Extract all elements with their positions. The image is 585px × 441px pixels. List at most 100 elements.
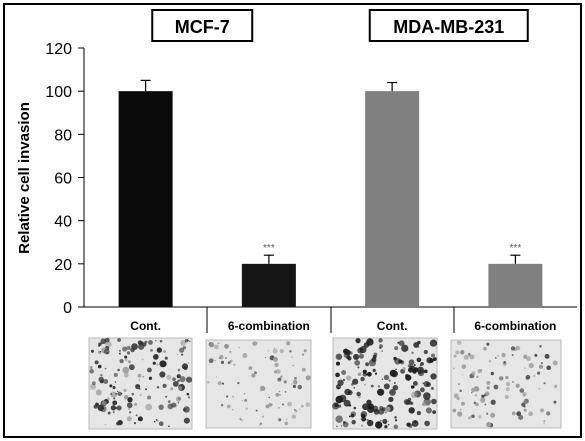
cell-speck: [522, 392, 527, 397]
cell-speck: [183, 417, 190, 424]
cell-speck: [97, 350, 102, 354]
cell-speck: [124, 358, 128, 362]
cell-speck: [477, 368, 482, 374]
cell-speck: [394, 416, 397, 419]
cell-speck: [378, 338, 383, 343]
cell-speck: [103, 348, 110, 355]
cell-speck: [284, 421, 289, 426]
cell-speck: [516, 411, 522, 417]
x-tick-label: 6-combination: [228, 319, 310, 333]
cell-speck: [294, 409, 298, 413]
cell-speck: [107, 411, 111, 415]
cell-speck: [357, 366, 360, 369]
cell-speck: [179, 347, 185, 353]
cell-speck: [116, 421, 120, 426]
y-tick-label: 40: [54, 214, 72, 231]
cell-speck: [145, 388, 148, 391]
cell-speck: [158, 421, 164, 427]
cell-speck: [456, 340, 462, 345]
cell-speck: [283, 380, 287, 384]
cell-speck: [423, 392, 431, 400]
cell-speck: [485, 412, 489, 415]
cell-speck: [176, 353, 179, 356]
cell-speck: [229, 359, 233, 363]
significance-mark: ***: [263, 243, 275, 254]
cell-speck: [388, 379, 391, 382]
cell-speck: [481, 394, 485, 399]
cell-speck: [511, 353, 514, 356]
cell-speck: [252, 341, 257, 346]
cell-speck: [384, 425, 388, 429]
cell-speck: [421, 402, 426, 406]
cell-speck: [520, 387, 524, 391]
cell-speck: [137, 340, 143, 345]
cell-speck: [380, 419, 382, 422]
cell-speck: [488, 359, 492, 363]
cell-speck: [411, 391, 418, 399]
bar: [488, 263, 543, 307]
cell-speck: [360, 411, 368, 418]
cell-speck: [490, 412, 496, 418]
y-axis-label: Relative cell invasion: [16, 102, 33, 254]
cell-speck: [498, 376, 504, 381]
cell-speck: [272, 356, 278, 362]
cell-speck: [353, 353, 360, 360]
cell-speck: [524, 400, 526, 402]
cell-speck: [278, 418, 282, 422]
cell-speck: [156, 419, 160, 422]
cell-speck: [460, 401, 465, 406]
cell-speck: [187, 362, 190, 364]
cell-speck: [378, 408, 385, 415]
cell-speck: [430, 353, 436, 358]
cell-speck: [123, 388, 127, 393]
cell-speck: [525, 374, 531, 380]
cell-speck: [423, 381, 430, 388]
cell-speck: [240, 418, 243, 422]
cell-speck: [177, 379, 180, 383]
cell-speck: [177, 402, 180, 404]
cell-speck: [348, 404, 351, 407]
cell-speck: [113, 372, 118, 378]
cell-speck: [110, 393, 113, 395]
y-tick-label: 0: [63, 300, 72, 317]
cell-speck: [147, 395, 152, 400]
cell-speck: [523, 398, 529, 404]
cell-speck: [366, 371, 372, 377]
cell-speck: [285, 418, 288, 420]
cell-speck: [383, 374, 390, 381]
cell-speck: [474, 386, 480, 392]
cell-speck: [394, 357, 402, 365]
cell-speck: [237, 381, 240, 385]
cell-speck: [179, 376, 186, 383]
cell-speck: [284, 390, 287, 393]
cell-speck: [168, 425, 170, 428]
cell-speck: [388, 396, 394, 403]
cell-speck: [273, 370, 278, 374]
cell-speck: [379, 405, 384, 411]
cell-speck: [98, 376, 104, 383]
cell-speck: [484, 403, 487, 406]
bar: [241, 263, 296, 307]
cell-speck: [251, 373, 256, 378]
cell-speck: [528, 411, 534, 417]
cell-speck: [505, 387, 510, 392]
cell-speck: [292, 364, 294, 367]
cell-speck: [90, 383, 97, 390]
cell-speck: [486, 421, 492, 428]
cell-speck: [281, 403, 285, 406]
cell-speck: [248, 366, 253, 371]
cell-speck: [232, 395, 235, 398]
cell-speck: [397, 341, 400, 344]
cell-speck: [339, 396, 342, 399]
cell-speck: [148, 340, 153, 345]
y-tick-label: 120: [45, 41, 72, 58]
cell-speck: [413, 367, 419, 373]
cell-speck: [110, 391, 117, 398]
cell-speck: [123, 372, 129, 378]
cell-speck: [164, 356, 168, 360]
cell-speck: [145, 403, 153, 411]
cell-speck: [244, 399, 248, 402]
cell-speck: [528, 362, 534, 369]
cell-speck: [354, 360, 361, 366]
cell-speck: [130, 347, 135, 353]
